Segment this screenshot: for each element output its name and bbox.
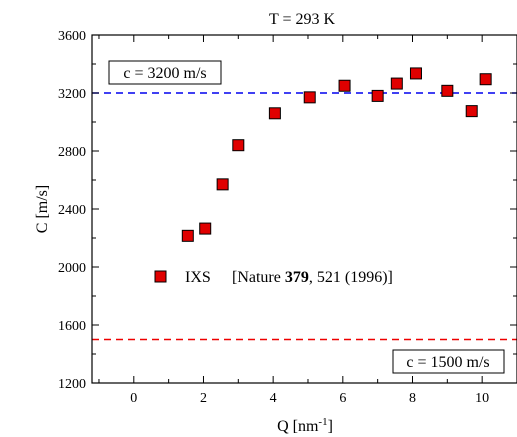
y-tick-label: 2800 bbox=[58, 145, 86, 160]
data-point bbox=[338, 79, 351, 92]
x-tick-label: 6 bbox=[339, 391, 346, 406]
data-point bbox=[232, 139, 245, 152]
data-point bbox=[181, 229, 194, 242]
data-points bbox=[181, 67, 492, 242]
legend-ref-volume: 379 bbox=[285, 269, 309, 286]
x-axis-label-end: ] bbox=[328, 418, 333, 435]
y-tick-label: 3600 bbox=[58, 29, 86, 44]
legend-ref-suffix: , 521 (1996)] bbox=[309, 269, 393, 286]
y-tick-label: 1200 bbox=[58, 377, 86, 392]
x-axis-label-sup: -1 bbox=[318, 416, 327, 428]
legend-ref-prefix: [Nature bbox=[232, 269, 285, 286]
reference-lines bbox=[92, 92, 517, 341]
legend-reference: [Nature 379, 521 (1996)] bbox=[232, 269, 393, 286]
chart-title: T = 293 K bbox=[269, 11, 336, 28]
data-point bbox=[199, 222, 212, 235]
data-point bbox=[268, 107, 281, 120]
y-axis-ticks: 1200 1600 2000 2400 2800 3200 3600 bbox=[58, 29, 517, 392]
data-point bbox=[465, 105, 478, 118]
data-point bbox=[303, 91, 316, 104]
legend-series-name: IXS bbox=[185, 269, 211, 286]
data-point bbox=[371, 89, 384, 102]
y-tick-label: 2000 bbox=[58, 261, 86, 276]
ref-label-1500-box bbox=[392, 349, 505, 374]
x-tick-label: 0 bbox=[130, 391, 137, 406]
y-tick-label: 3200 bbox=[58, 87, 86, 102]
ref-label-3200: c = 3200 m/s bbox=[108, 60, 222, 85]
data-point bbox=[390, 77, 403, 90]
x-tick-label: 2 bbox=[200, 391, 207, 406]
x-axis-ticks: 0 2 4 6 8 10 bbox=[98, 35, 489, 406]
x-tick-label: 4 bbox=[270, 391, 277, 406]
ref-label-3200-text: c = 3200 m/s bbox=[123, 65, 206, 82]
x-axis-label-main: Q [nm bbox=[277, 418, 319, 435]
data-point bbox=[409, 67, 422, 80]
y-tick-label: 2400 bbox=[58, 203, 86, 218]
y-tick-label: 1600 bbox=[58, 319, 86, 334]
data-point bbox=[441, 84, 454, 97]
data-point bbox=[216, 178, 229, 191]
legend: IXS [Nature 379, 521 (1996)] bbox=[154, 269, 393, 286]
x-tick-label: 8 bbox=[409, 391, 416, 406]
legend-marker bbox=[154, 270, 167, 283]
ref-label-1500-text: c = 1500 m/s bbox=[406, 354, 489, 371]
x-axis-label: Q [nm-1] bbox=[277, 416, 333, 435]
ref-label-3200-box bbox=[108, 60, 222, 85]
data-point bbox=[479, 73, 492, 86]
ref-label-1500: c = 1500 m/s bbox=[392, 349, 505, 374]
x-tick-label: 10 bbox=[475, 391, 489, 406]
y-axis-label: C [m/s] bbox=[34, 185, 51, 233]
